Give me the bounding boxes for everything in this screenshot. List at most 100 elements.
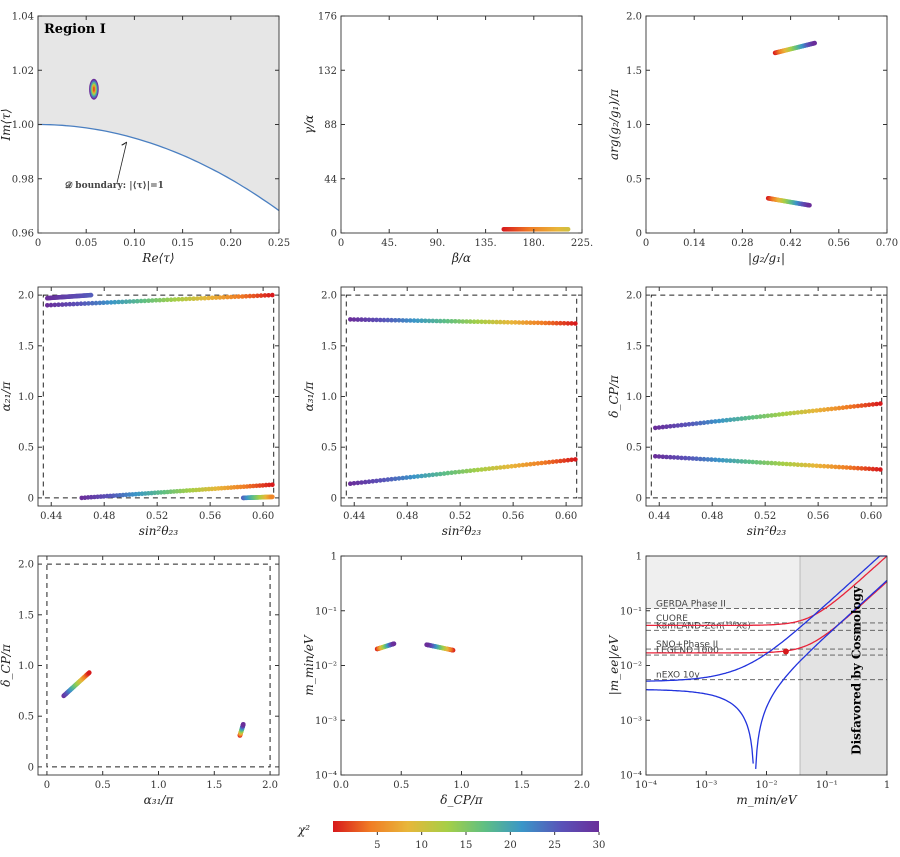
series-1-point [434,472,439,477]
series-0-point [247,293,253,299]
series-0-point [359,317,364,322]
series-0-point [419,318,424,324]
series-0-point [86,301,91,306]
series-0-point [381,317,387,323]
series-1-point [866,466,872,472]
series-1-point [784,461,789,467]
series-1-point [848,465,853,471]
panel-p5: 0.44 0.48 0.52 0.56 0.60 0 0.5 1.0 1.5 2.0 sin²θ₂₃… [302,286,583,538]
series-0-point [731,417,737,422]
x-tick-label: 10⁻² [755,780,777,791]
series-0-point [716,418,722,424]
series-0-point [90,300,95,306]
x-axis-label: sin²θ₂₃ [139,524,179,538]
series-1-point [675,455,681,460]
series-1-point [475,467,481,473]
excluded-shade [646,556,801,609]
series-0-point [161,297,166,303]
series-0-point [728,417,733,423]
x-tick-label: 0.56 [199,511,221,522]
y-tick-label: 2.0 [18,560,34,571]
cluster-0-ring [93,86,95,92]
x-tick-label: 0.10 [123,238,145,249]
series-0-point [683,422,688,428]
y-tick-label: 2.0 [626,291,642,302]
series-0-point [769,413,774,418]
colorbar-label: χ² [297,823,310,837]
x-tick-label: 10⁻¹ [816,780,838,791]
limit-label: nEXO 10y [656,671,700,681]
series-1-point [411,474,417,480]
series-0-point [366,317,372,323]
series-1-point [818,463,823,469]
series-0-point [82,301,88,306]
x-tick-label: 0.44 [648,511,670,522]
series-0-point [221,295,226,300]
panel-p4: 0.44 0.48 0.52 0.56 0.60 0 0.5 1.0 1.5 2.0 sin²θ₂₃… [0,286,280,538]
series-1-point [348,481,353,487]
series-1-point [653,454,658,459]
panel-p3: 0 0.14 0.28 0.42 0.56 0.70 0 0.5 1.0 1.5 2.0 |g₂/g₁… [607,12,898,266]
series-1-point [573,457,578,462]
x-tick-label: 0.56 [828,238,850,249]
series-0-point [539,320,544,326]
colorbar-tick-label: 20 [504,840,517,851]
series-0-point [814,408,819,413]
series-0-point [743,415,748,421]
series-0-point [490,319,496,325]
x-tick-label: 90. [429,238,445,249]
series-0-point [799,409,804,415]
series-0-point [498,319,503,325]
series-1-point [351,481,357,486]
no-upper-curve [646,555,887,682]
series-0-point [213,295,219,300]
x-axis-label: m_min/eV [736,793,797,807]
series-0-point [168,297,174,303]
series-1-point [441,471,447,476]
series-0-point [210,295,215,301]
y-tick-label: 0.5 [18,712,34,723]
series-1-point [788,461,793,467]
limit-label: GERDA Phase II [656,599,726,609]
series-1-point [791,462,797,467]
series-0-point [116,299,121,305]
y-tick-label: 1.00 [12,120,34,131]
series-1-point [701,456,707,462]
x-tick-label: 1.0 [454,780,470,791]
series-1-point [814,463,819,469]
series-0-point [153,298,159,303]
series-0-point [829,406,834,412]
y-tick-label: 176 [318,12,337,23]
series-0-point [97,300,103,306]
series-0-point [660,424,666,430]
x-tick-label: 0.48 [93,511,115,522]
x-tick-label: 1.5 [514,780,530,791]
y-tick-label: 1 [331,552,337,563]
series-1-point [855,465,861,471]
y-axis-label: |m_ee|/eV [607,634,621,695]
series-1-point [88,292,94,298]
series-1-point [844,465,849,470]
series-0-point [453,319,458,324]
x-tick-label: 0 [35,238,41,249]
series-1-point [776,461,782,466]
series-0-point [878,401,883,406]
series-0-point [48,302,54,308]
series-2-point [270,482,275,488]
series-0-point [180,296,185,302]
model-point [782,648,789,655]
series-1-point [825,464,831,469]
series-0-point [389,317,394,323]
series-1-point [509,464,514,469]
plot-frame [340,15,583,234]
x-tick-label: 0.60 [860,511,882,522]
series-0-point [848,404,853,410]
series-1-point [720,458,726,463]
y-axis-label: m_min/eV [302,634,316,695]
series-0-point [821,407,827,413]
series-0-point [524,320,529,325]
x-tick-label: 0.60 [252,511,274,522]
boundary-annotation: 𝒟 boundary: |⟨τ⟩|=1 [65,180,164,191]
x-tick-label: 2.0 [574,780,590,791]
series-0-point [569,321,574,326]
